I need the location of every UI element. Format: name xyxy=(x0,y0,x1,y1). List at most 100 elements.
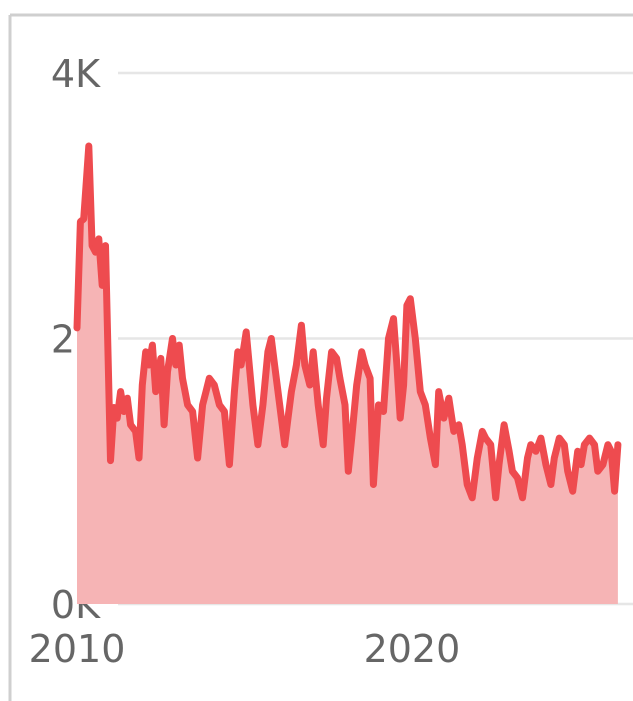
data-point xyxy=(477,457,478,458)
data-point xyxy=(192,411,193,412)
data-point xyxy=(205,391,206,392)
data-point xyxy=(430,438,431,439)
data-point xyxy=(472,497,473,498)
data-point xyxy=(356,384,357,385)
data-point xyxy=(448,398,449,399)
data-point xyxy=(504,424,505,425)
data-point xyxy=(182,378,183,379)
data-point xyxy=(175,364,176,365)
data-point xyxy=(527,457,528,458)
data-point xyxy=(443,418,444,419)
data-point xyxy=(378,404,379,405)
data-point xyxy=(617,444,618,445)
data-point xyxy=(485,438,486,439)
data-point xyxy=(393,318,394,319)
data-point xyxy=(530,444,531,445)
data-point xyxy=(453,431,454,432)
data-point xyxy=(339,378,340,379)
data-point xyxy=(130,424,131,425)
data-point xyxy=(80,221,81,222)
data-point xyxy=(279,404,280,405)
data-point xyxy=(400,418,401,419)
x-tick-label: 2020 xyxy=(364,627,461,671)
data-point xyxy=(482,431,483,432)
data-point xyxy=(415,338,416,339)
data-point xyxy=(152,345,153,346)
data-point xyxy=(105,245,106,246)
data-point xyxy=(88,145,89,146)
data-point xyxy=(241,364,242,365)
data-point xyxy=(113,407,114,408)
data-point xyxy=(164,424,165,425)
data-point xyxy=(284,444,285,445)
data-point xyxy=(512,471,513,472)
data-point xyxy=(197,457,198,458)
data-point xyxy=(246,331,247,332)
data-point xyxy=(110,460,111,461)
data-point xyxy=(309,384,310,385)
y-tick-label: 4K xyxy=(51,52,101,96)
data-point xyxy=(420,391,421,392)
data-point xyxy=(406,305,407,306)
data-point xyxy=(509,451,510,452)
data-point xyxy=(318,404,319,405)
data-point xyxy=(373,484,374,485)
data-point xyxy=(155,391,156,392)
data-point xyxy=(224,411,225,412)
data-point xyxy=(351,438,352,439)
data-point xyxy=(83,218,84,219)
data-point xyxy=(135,431,136,432)
data-point xyxy=(584,444,585,445)
data-point xyxy=(522,497,523,498)
data-point xyxy=(540,438,541,439)
data-point xyxy=(435,464,436,465)
x-axis-tick-labels: 2010 2020 xyxy=(29,627,461,671)
data-point xyxy=(138,457,139,458)
data-point xyxy=(326,398,327,399)
data-point xyxy=(76,327,77,328)
data-point xyxy=(262,404,263,405)
data-point xyxy=(348,471,349,472)
data-point xyxy=(187,404,188,405)
data-point xyxy=(467,484,468,485)
data-point xyxy=(425,404,426,405)
data-point xyxy=(559,438,560,439)
data-point xyxy=(577,451,578,452)
data-point xyxy=(495,497,496,498)
data-point xyxy=(237,351,238,352)
data-point xyxy=(304,364,305,365)
data-point xyxy=(490,444,491,445)
data-point xyxy=(607,444,608,445)
data-point xyxy=(438,391,439,392)
data-point xyxy=(313,351,314,352)
data-point xyxy=(142,384,143,385)
data-point xyxy=(410,298,411,299)
data-point xyxy=(202,404,203,405)
data-point xyxy=(597,471,598,472)
data-point xyxy=(291,391,292,392)
data-point xyxy=(564,444,565,445)
data-point xyxy=(344,404,345,405)
data-point xyxy=(594,444,595,445)
data-point xyxy=(458,424,459,425)
data-point xyxy=(602,464,603,465)
data-point xyxy=(214,384,215,385)
data-point xyxy=(535,451,536,452)
data-point xyxy=(361,351,362,352)
data-point xyxy=(554,457,555,458)
data-point xyxy=(403,384,404,385)
data-point xyxy=(127,398,128,399)
data-point xyxy=(120,391,121,392)
data-point xyxy=(92,245,93,246)
data-point xyxy=(287,418,288,419)
data-point xyxy=(229,464,230,465)
data-point xyxy=(323,444,324,445)
data-point xyxy=(167,371,168,372)
data-point xyxy=(219,404,220,405)
data-point xyxy=(271,338,272,339)
data-point xyxy=(267,351,268,352)
data-point xyxy=(257,444,258,445)
data-point xyxy=(336,358,337,359)
data-point xyxy=(102,285,103,286)
data-point xyxy=(572,491,573,492)
